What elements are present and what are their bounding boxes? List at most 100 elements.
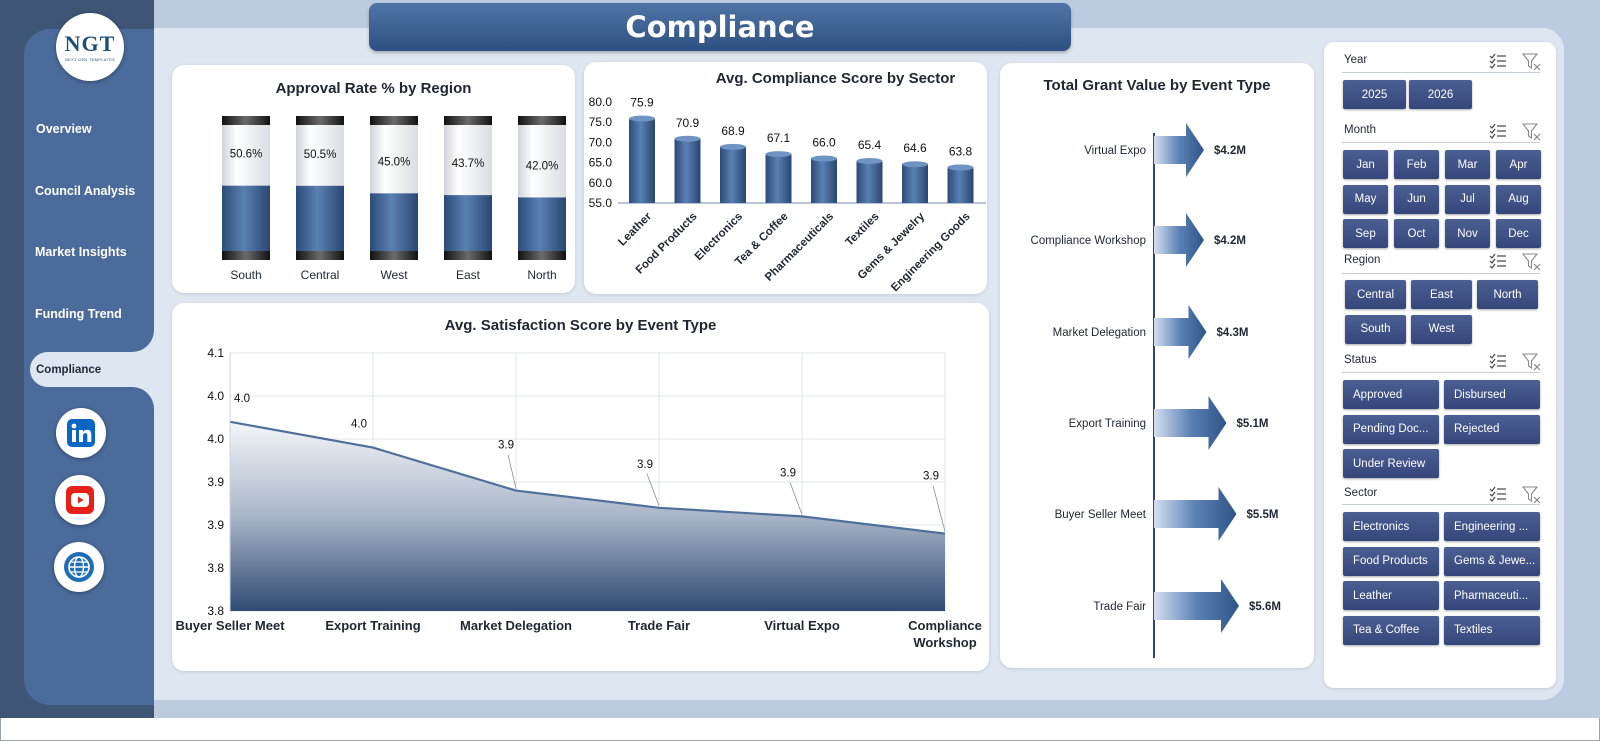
gauge-cap-top — [296, 116, 344, 125]
slicer-divider — [1342, 372, 1540, 373]
category-label: Compliance — [908, 618, 982, 633]
slicer-chip-status[interactable]: Pending Doc... — [1343, 414, 1439, 444]
compliance-bar-top — [720, 143, 746, 150]
y-tick-label: 3.9 — [207, 475, 224, 489]
slicer-chip-month[interactable]: Jun — [1394, 184, 1439, 214]
globe-icon[interactable] — [54, 542, 104, 592]
page-title: Compliance — [369, 3, 1071, 51]
nav-compliance[interactable]: Compliance — [30, 352, 154, 387]
slicer-chip-sector[interactable]: Electronics — [1343, 512, 1439, 541]
gauge-cap-bottom — [444, 251, 492, 260]
compliance-bar-top — [811, 155, 837, 162]
multi-select-icon[interactable] — [1489, 253, 1507, 269]
slicer-chip-region[interactable]: East — [1411, 280, 1472, 309]
grant-arrow — [1154, 396, 1227, 450]
slicer-chip-sector[interactable]: Gems & Jewe... — [1444, 546, 1540, 576]
slicer-chip-status[interactable]: Approved — [1343, 380, 1439, 409]
label-leader — [932, 485, 946, 532]
slicer-chip-year[interactable]: 2026 — [1409, 80, 1472, 109]
data-label: 68.9 — [721, 124, 745, 138]
gauge-cap-bottom — [518, 251, 566, 260]
category-label: Workshop — [913, 635, 976, 650]
satisfaction-card: Avg. Satisfaction Score by Event Type 4.… — [172, 303, 989, 671]
slicer-chip-month[interactable]: Dec — [1496, 219, 1541, 248]
clear-filter-icon[interactable] — [1521, 486, 1541, 504]
slicer-title-status: Status — [1344, 354, 1377, 366]
slicer-chip-status[interactable]: Rejected — [1444, 414, 1540, 444]
grant-arrow — [1154, 305, 1207, 359]
nav-council-analysis[interactable]: Council Analysis — [35, 184, 136, 198]
slicer-chip-month[interactable]: Oct — [1394, 219, 1439, 248]
slicer-chip-month[interactable]: Feb — [1394, 150, 1439, 179]
category-label: Leather — [616, 210, 654, 248]
linkedin-icon[interactable] — [56, 408, 106, 458]
compliance-bar-top — [902, 161, 928, 168]
data-label: 65.4 — [858, 138, 882, 152]
data-label: 50.5% — [304, 149, 337, 161]
category-label: Export Training — [1069, 418, 1146, 430]
slicer-chip-status[interactable]: Disbursed — [1444, 380, 1540, 409]
multi-select-icon[interactable] — [1489, 486, 1507, 502]
multi-select-icon[interactable] — [1489, 123, 1507, 139]
data-label: 43.7% — [452, 158, 485, 170]
slicer-chip-region[interactable]: Central — [1345, 280, 1406, 309]
slicer-chip-month[interactable]: Jan — [1343, 150, 1388, 179]
category-label: South — [230, 268, 261, 282]
data-label: 4.0 — [351, 419, 367, 431]
compliance-bar-top — [947, 164, 974, 171]
slicer-chip-sector[interactable]: Tea & Coffee — [1343, 615, 1439, 645]
compliance-bar-top — [765, 151, 792, 158]
slicer-divider — [1342, 142, 1540, 143]
clear-filter-icon[interactable] — [1521, 353, 1541, 371]
compliance-score-title: Avg. Compliance Score by Sector — [715, 70, 956, 87]
slicer-chip-month[interactable]: Aug — [1496, 184, 1541, 214]
youtube-icon[interactable] — [55, 475, 105, 525]
grant-arrow — [1154, 213, 1204, 267]
category-label: Trade Fair — [628, 618, 690, 633]
slicer-chip-year[interactable]: 2025 — [1343, 80, 1406, 109]
category-label: Trade Fair — [1093, 601, 1146, 613]
slicer-chip-month[interactable]: Jul — [1445, 184, 1490, 214]
slicer-chip-region[interactable]: South — [1345, 314, 1406, 344]
slicer-chip-status[interactable]: Under Review — [1343, 449, 1439, 478]
label-leader — [789, 482, 803, 515]
clear-filter-icon[interactable] — [1521, 123, 1541, 141]
nav-notch-top — [130, 330, 154, 352]
clear-filter-icon[interactable] — [1521, 53, 1541, 71]
gauge-cap-top — [518, 116, 566, 125]
slicer-chip-month[interactable]: May — [1343, 184, 1388, 214]
compliance-bar — [720, 146, 746, 203]
slicer-chip-sector[interactable]: Textiles — [1444, 615, 1540, 645]
data-label: 3.9 — [498, 440, 514, 452]
slicer-chip-month[interactable]: Sep — [1343, 219, 1388, 248]
y-tick-label: 3.8 — [207, 604, 224, 618]
nav-funding-trend[interactable]: Funding Trend — [35, 307, 122, 321]
slicer-chip-month[interactable]: Nov — [1445, 219, 1490, 248]
slicer-chip-sector[interactable]: Leather — [1343, 581, 1439, 610]
slicer-chip-region[interactable]: West — [1411, 314, 1472, 344]
slicer-chip-month[interactable]: Mar — [1445, 150, 1490, 179]
nav-overview[interactable]: Overview — [36, 122, 92, 136]
compliance-bar-top — [629, 115, 655, 122]
category-label: Market Delegation — [460, 618, 572, 633]
slicer-chip-region[interactable]: North — [1477, 280, 1538, 309]
multi-select-icon[interactable] — [1489, 353, 1507, 369]
grant-value-card: Total Grant Value by Event Type Virtual … — [1000, 63, 1314, 668]
slicer-chip-sector[interactable]: Food Products — [1343, 546, 1439, 576]
clear-filter-icon[interactable] — [1521, 253, 1541, 271]
gauge-cap-bottom — [296, 251, 344, 260]
compliance-score-chart: 80.075.070.065.060.055.075.9Leather70.9F… — [589, 95, 986, 294]
data-label: $5.1M — [1237, 418, 1269, 430]
y-tick-label: 3.8 — [207, 561, 224, 575]
multi-select-icon[interactable] — [1489, 53, 1507, 69]
data-label: 45.0% — [378, 156, 411, 168]
nav-market-insights[interactable]: Market Insights — [35, 245, 127, 259]
slicer-divider — [1342, 273, 1540, 274]
y-tick-label: 55.0 — [589, 196, 613, 210]
slicer-chip-sector[interactable]: Engineering ... — [1444, 512, 1540, 541]
nav-notch-bottom — [130, 387, 154, 409]
y-tick-label: 65.0 — [589, 156, 613, 170]
slicer-chip-month[interactable]: Apr — [1496, 150, 1541, 179]
y-tick-label: 60.0 — [589, 176, 613, 190]
slicer-chip-sector[interactable]: Pharmaceuti... — [1444, 581, 1540, 610]
